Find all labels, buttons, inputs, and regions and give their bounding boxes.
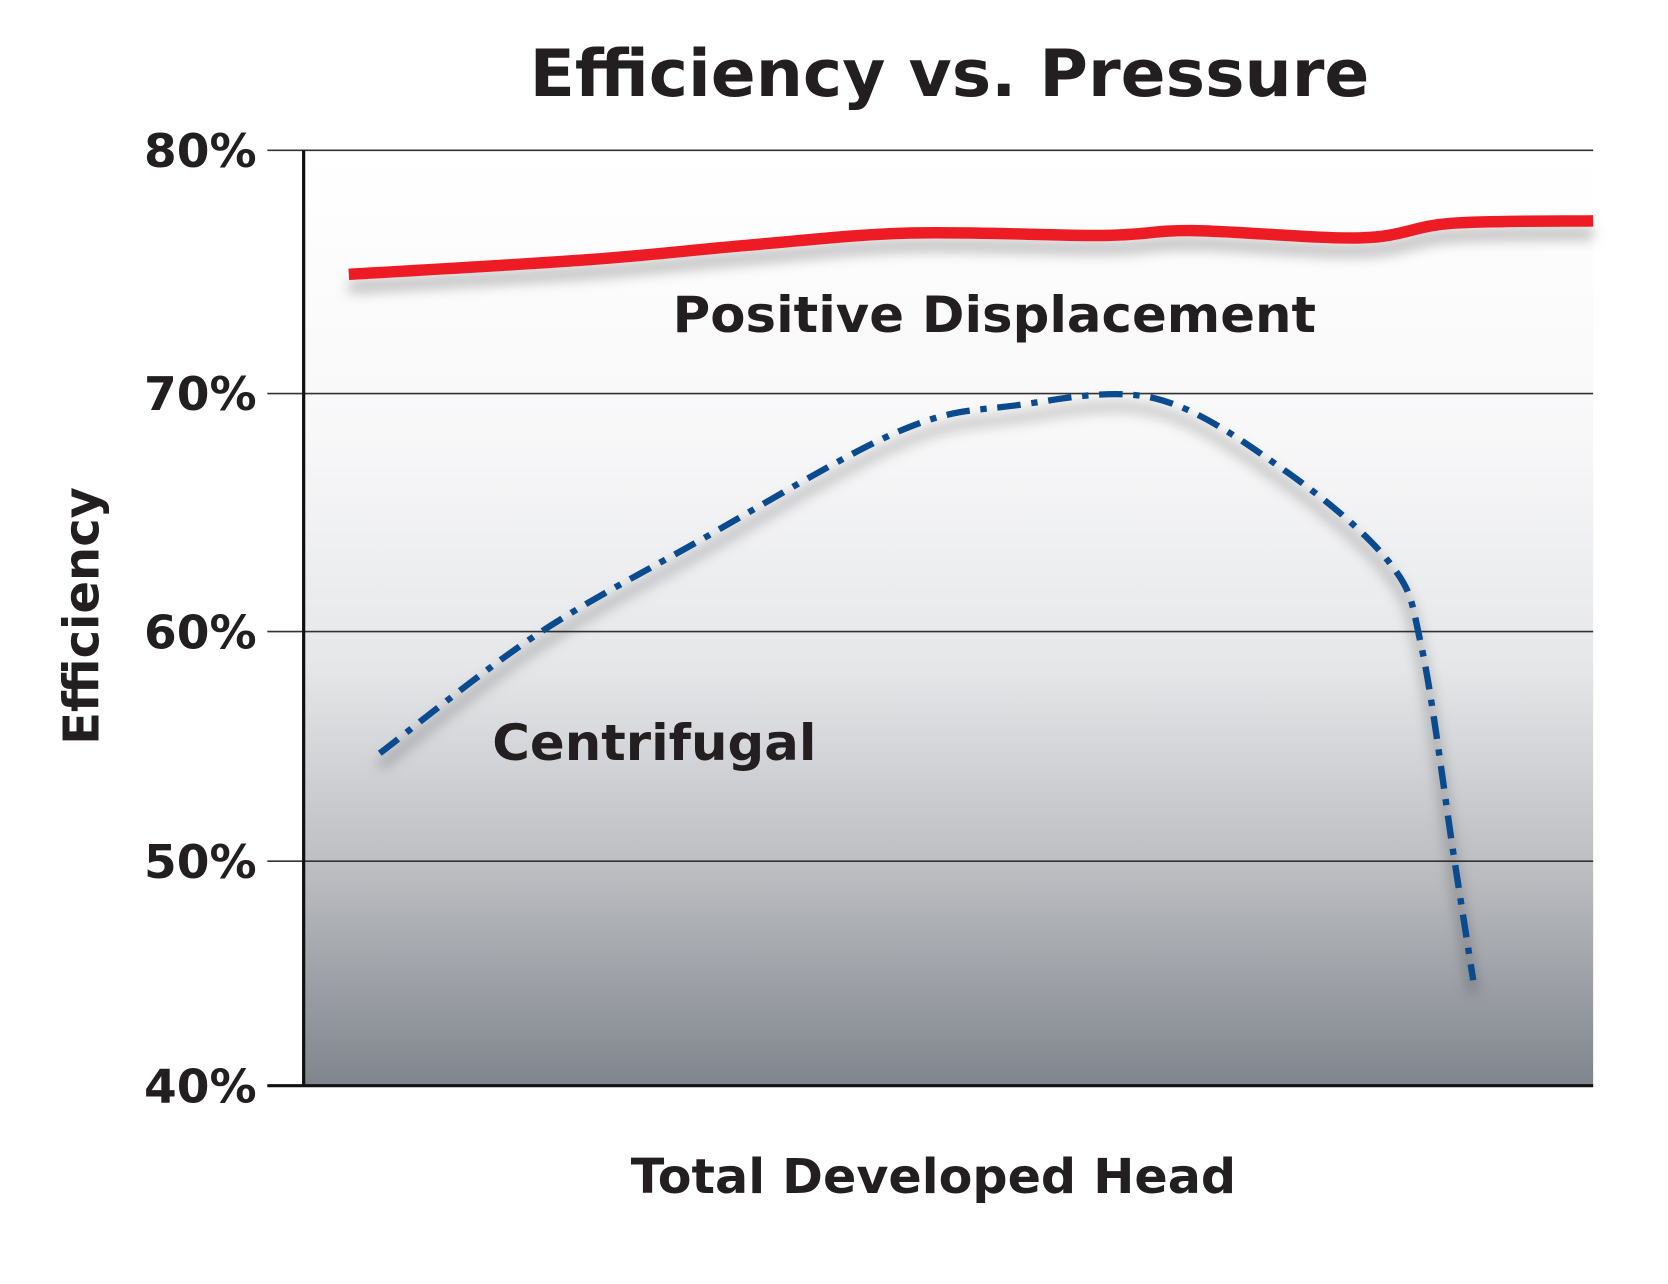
y-tick-label: 60% (144, 606, 257, 659)
series-line-positive-displacement-shadow (348, 227, 1594, 294)
series-label-centrifugal: Centrifugal (492, 714, 816, 772)
y-tick-label: 50% (144, 835, 257, 888)
y-tick-label: 70% (144, 368, 257, 421)
x-axis-label: Total Developed Head (631, 1150, 1236, 1205)
chart-title: Efficiency vs. Pressure (530, 37, 1370, 112)
series-label-positive-displacement: Positive Displacement (673, 286, 1316, 344)
y-tick-label: 40% (144, 1060, 257, 1113)
plot-background (303, 150, 1594, 1086)
y-axis-label: Efficiency (54, 487, 111, 745)
y-tick-label: 80% (144, 125, 257, 178)
series-line-positive-displacement (348, 215, 1594, 281)
